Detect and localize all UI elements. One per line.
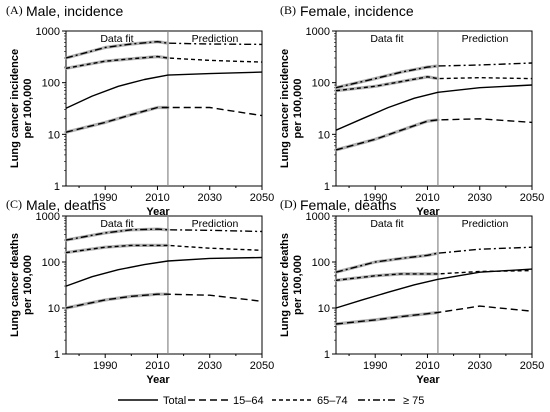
y-axis-title: Lung cancer incidenceper 100,000: [9, 49, 34, 168]
x-axis-title: Year: [416, 206, 440, 218]
region-label-prediction: Prediction: [462, 218, 509, 230]
x-axis-title: Year: [416, 374, 440, 386]
series-line: [65, 256, 263, 287]
x-tick-label: 2050: [520, 192, 544, 204]
y-tick-label: 10: [318, 303, 330, 315]
observed-series: [64, 227, 170, 242]
observed-series: [334, 251, 440, 274]
x-tick-label: 2050: [250, 192, 274, 204]
legend-label: 65–74: [317, 395, 348, 407]
chart-panel: (A) Male, incidence 1 10 100 1000 1990 2010 2030…: [6, 3, 274, 218]
region-label-prediction: Prediction: [192, 33, 239, 45]
panel-title: Male, incidence: [26, 3, 123, 19]
panel-label: (C): [6, 197, 22, 211]
plot-frame: [65, 215, 263, 355]
x-axis-title: Year: [146, 206, 170, 218]
x-tick-label: 2010: [415, 192, 439, 204]
x-tick-label: 2030: [197, 360, 221, 372]
series-line: [335, 305, 533, 325]
y-tick-label: 100: [312, 257, 330, 269]
y-axis-title: Lung cancer deathsper 100,000: [279, 233, 304, 337]
region-label-data-fit: Data fit: [100, 33, 133, 45]
plot-frame: [65, 30, 263, 187]
x-axis-title: Year: [146, 374, 170, 386]
series-line: [335, 268, 533, 309]
y-tick-label: 1000: [306, 211, 330, 223]
observed-series: [64, 292, 170, 310]
series-line: [65, 41, 263, 59]
y-tick-label: 1: [324, 349, 330, 361]
series-line: [335, 269, 533, 281]
x-tick-label: 2030: [467, 192, 491, 204]
series-line: [335, 62, 533, 89]
panel-title: Female, deaths: [300, 197, 397, 213]
x-tick-label: 1990: [93, 360, 117, 372]
chart-panel: (D) Female, deaths 1 10 100 1000 1990 2010 2030 2…: [279, 197, 544, 386]
y-tick-label: 1000: [36, 26, 60, 38]
series-line: [335, 76, 533, 92]
legend-label: Total: [163, 395, 186, 407]
series-line: [335, 118, 533, 151]
series-line: [335, 84, 533, 131]
x-tick-label: 1990: [363, 192, 387, 204]
plot-frame: [335, 30, 533, 187]
chart-panel: (B) Female, incidence 1 10 100 1000 1990 2010 20…: [279, 3, 544, 218]
x-tick-label: 2010: [145, 360, 169, 372]
x-tick-label: 2010: [415, 360, 439, 372]
y-tick-label: 1: [54, 181, 60, 193]
legend-label: ≥ 75: [403, 395, 424, 407]
y-axis-title: Lung cancer incidenceper 100,000: [279, 49, 304, 168]
y-tick-label: 100: [42, 257, 60, 269]
y-tick-label: 1000: [36, 211, 60, 223]
region-label-data-fit: Data fit: [370, 218, 403, 230]
panel-label: (D): [280, 197, 297, 211]
legend-label: 15–64: [233, 395, 264, 407]
y-axis-title: Lung cancer deathsper 100,000: [9, 233, 34, 337]
region-label-data-fit: Data fit: [370, 33, 403, 45]
y-tick-label: 100: [312, 78, 330, 90]
y-tick-label: 1: [324, 181, 330, 193]
panel-label: (B): [280, 3, 296, 17]
y-tick-label: 10: [318, 129, 330, 141]
observed-series: [64, 54, 170, 70]
x-tick-label: 2030: [467, 360, 491, 372]
plot-frame: [335, 215, 533, 355]
panel-label: (A): [6, 3, 23, 17]
series-line: [65, 71, 263, 109]
x-tick-label: 2050: [250, 360, 274, 372]
x-tick-label: 1990: [363, 360, 387, 372]
panel-title: Male, deaths: [26, 197, 106, 213]
region-label-data-fit: Data fit: [100, 218, 133, 230]
region-label-prediction: Prediction: [462, 33, 509, 45]
chart-panel: (C) Male, deaths 1 10 100 1000 1990 2010 2030 205…: [6, 197, 274, 386]
y-tick-label: 10: [48, 129, 60, 141]
legend: Total 15–64 65–74 ≥ 75: [118, 395, 424, 407]
x-tick-label: 2010: [145, 192, 169, 204]
y-tick-label: 1: [54, 349, 60, 361]
region-label-prediction: Prediction: [192, 218, 239, 230]
series-line: [65, 244, 263, 254]
x-tick-label: 1990: [93, 192, 117, 204]
series-line: [65, 228, 263, 241]
x-tick-label: 2050: [520, 360, 544, 372]
series-line: [335, 246, 533, 273]
y-tick-label: 1000: [306, 26, 330, 38]
series-line: [65, 293, 263, 309]
panel-title: Female, incidence: [300, 3, 414, 19]
x-tick-label: 2030: [197, 192, 221, 204]
y-tick-label: 10: [48, 303, 60, 315]
series-line: [65, 106, 263, 133]
series-line: [65, 55, 263, 69]
y-tick-label: 100: [42, 78, 60, 90]
